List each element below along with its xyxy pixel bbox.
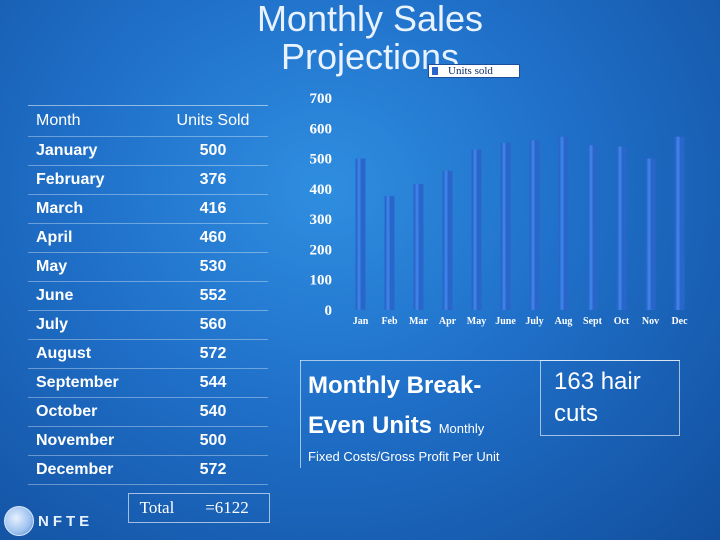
- logo-text: NFTE: [38, 512, 94, 530]
- breakeven-subtitle: Fixed Costs/Gross Profit Per Unit: [308, 449, 500, 464]
- sales-table: Month Units Sold January 500 February 376 …: [28, 105, 268, 485]
- bar-highlight: [589, 145, 593, 310]
- table-header: Month Units Sold: [28, 105, 268, 137]
- header-units: Units Sold: [176, 112, 250, 129]
- cell-month: July: [36, 316, 69, 333]
- table-row: February 376: [28, 166, 268, 195]
- cell-units: 416: [199, 200, 227, 217]
- x-tick-label: Sept: [583, 316, 603, 327]
- y-tick-label: 700: [310, 91, 333, 107]
- total-box: Total =6122: [128, 493, 270, 523]
- table-row: April 460: [28, 224, 268, 253]
- page-title: Monthly Sales Projections: [256, 0, 484, 77]
- table-row: May 530: [28, 253, 268, 282]
- bar-highlight: [444, 170, 448, 310]
- x-tick-label: Feb: [381, 316, 398, 327]
- header-month: Month: [36, 112, 81, 129]
- bar-highlight: [357, 158, 361, 310]
- cell-month: December: [36, 461, 114, 478]
- table-row: November 500: [28, 427, 268, 456]
- cell-units: 500: [199, 142, 227, 159]
- x-tick-label: Mar: [409, 316, 428, 327]
- x-tick-label: Dec: [671, 316, 688, 327]
- y-tick-label: 0: [325, 303, 333, 319]
- bar-highlight: [647, 158, 651, 310]
- x-tick-label: Nov: [642, 316, 659, 327]
- bar-highlight: [560, 136, 564, 310]
- cell-month: October: [36, 403, 98, 420]
- globe-icon: [4, 506, 34, 536]
- nfte-logo: NFTE: [4, 505, 96, 537]
- breakeven-title-main: Monthly Break-Even Units: [308, 372, 482, 439]
- cell-units: 540: [199, 403, 227, 420]
- cell-month: April: [36, 229, 73, 246]
- cell-units: 572: [199, 345, 227, 362]
- table-row: January 500: [28, 137, 268, 166]
- total-label: Total: [139, 498, 175, 517]
- breakeven-value: 163 hair cuts: [554, 368, 641, 427]
- x-tick-label: Apr: [439, 316, 457, 327]
- cell-units: 552: [199, 287, 227, 304]
- bar-highlight: [473, 149, 477, 310]
- table-row: September 544: [28, 369, 268, 398]
- legend-label: Units sold: [448, 65, 493, 77]
- y-tick-label: 400: [310, 182, 333, 198]
- cell-month: September: [36, 374, 119, 391]
- cell-month: May: [36, 258, 68, 275]
- y-tick-label: 500: [310, 152, 333, 168]
- table-row: July 560: [28, 311, 268, 340]
- x-tick-label: Jan: [353, 316, 369, 327]
- breakeven-title-small: Monthly: [438, 421, 485, 436]
- table-row: December 572: [28, 456, 268, 485]
- y-tick-label: 600: [310, 121, 333, 137]
- cell-units: 530: [199, 258, 227, 275]
- cell-month: August: [36, 345, 92, 362]
- x-tick-label: May: [467, 316, 486, 327]
- chart-legend: Units sold: [428, 64, 520, 78]
- cell-month: January: [36, 142, 98, 159]
- divider-vertical: [300, 360, 301, 468]
- cell-units: 572: [199, 461, 227, 478]
- x-tick-label: Oct: [614, 316, 630, 327]
- bar-highlight: [386, 196, 390, 310]
- y-tick-label: 200: [310, 242, 333, 258]
- units-sold-bar-chart: 0 100 200 300 400 500 600 700 Jan Feb Mar Apr May Jun…: [310, 91, 689, 327]
- x-tick-label: Aug: [555, 316, 573, 327]
- cell-units: 500: [199, 432, 227, 449]
- total-value: =6122: [205, 498, 249, 517]
- cell-units: 376: [199, 171, 227, 188]
- y-tick-label: 100: [310, 273, 333, 289]
- cell-month: June: [36, 287, 74, 304]
- divider-horizontal: [300, 360, 680, 361]
- table-row: June 552: [28, 282, 268, 311]
- breakeven-box: [540, 360, 680, 436]
- cell-units: 544: [199, 374, 227, 391]
- y-tick-label: 300: [310, 212, 333, 228]
- table-row: October 540: [28, 398, 268, 427]
- cell-units: 560: [199, 316, 227, 333]
- table-row: August 572: [28, 340, 268, 369]
- bar-highlight: [502, 142, 506, 310]
- bar-highlight: [415, 184, 419, 310]
- cell-units: 460: [199, 229, 227, 246]
- bar-highlight: [618, 146, 622, 310]
- cell-month: March: [36, 200, 84, 217]
- legend-swatch: [432, 67, 438, 75]
- breakeven-title: Monthly Break-Even Units Monthly: [308, 366, 538, 449]
- cell-month: February: [36, 171, 105, 188]
- bar-highlight: [531, 140, 535, 310]
- cell-month: November: [36, 432, 115, 449]
- table-row: March 416: [28, 195, 268, 224]
- bar-highlight: [676, 136, 680, 310]
- x-tick-label: June: [495, 316, 516, 327]
- x-tick-label: July: [525, 316, 543, 327]
